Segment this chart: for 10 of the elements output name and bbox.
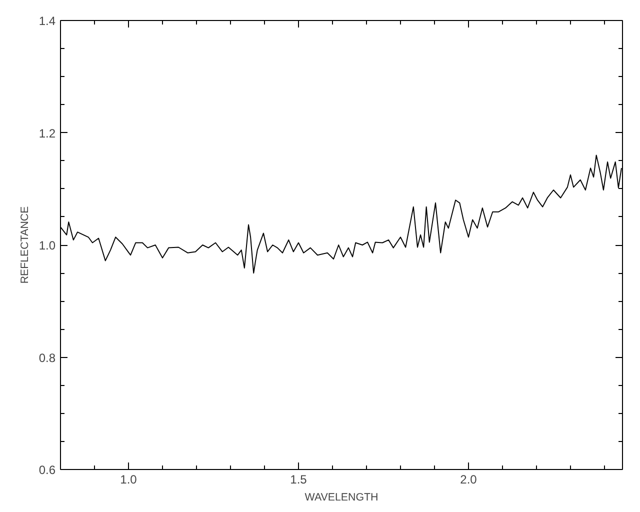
x-tick-label: 1.5 <box>290 472 308 486</box>
x-tick-label: 2.0 <box>460 472 478 486</box>
x-axis-title: WAVELENGTH <box>304 492 378 504</box>
y-axis-title: REFLECTANCE <box>18 206 31 284</box>
y-tick-label: 0.8 <box>38 350 56 365</box>
y-tick-label: 1.4 <box>38 14 56 28</box>
y-tick-label: 1.0 <box>38 238 56 252</box>
x-tick-label: 1.0 <box>120 472 138 486</box>
y-tick-label: 0.6 <box>38 463 56 477</box>
y-tick-label: 1.2 <box>38 126 56 140</box>
